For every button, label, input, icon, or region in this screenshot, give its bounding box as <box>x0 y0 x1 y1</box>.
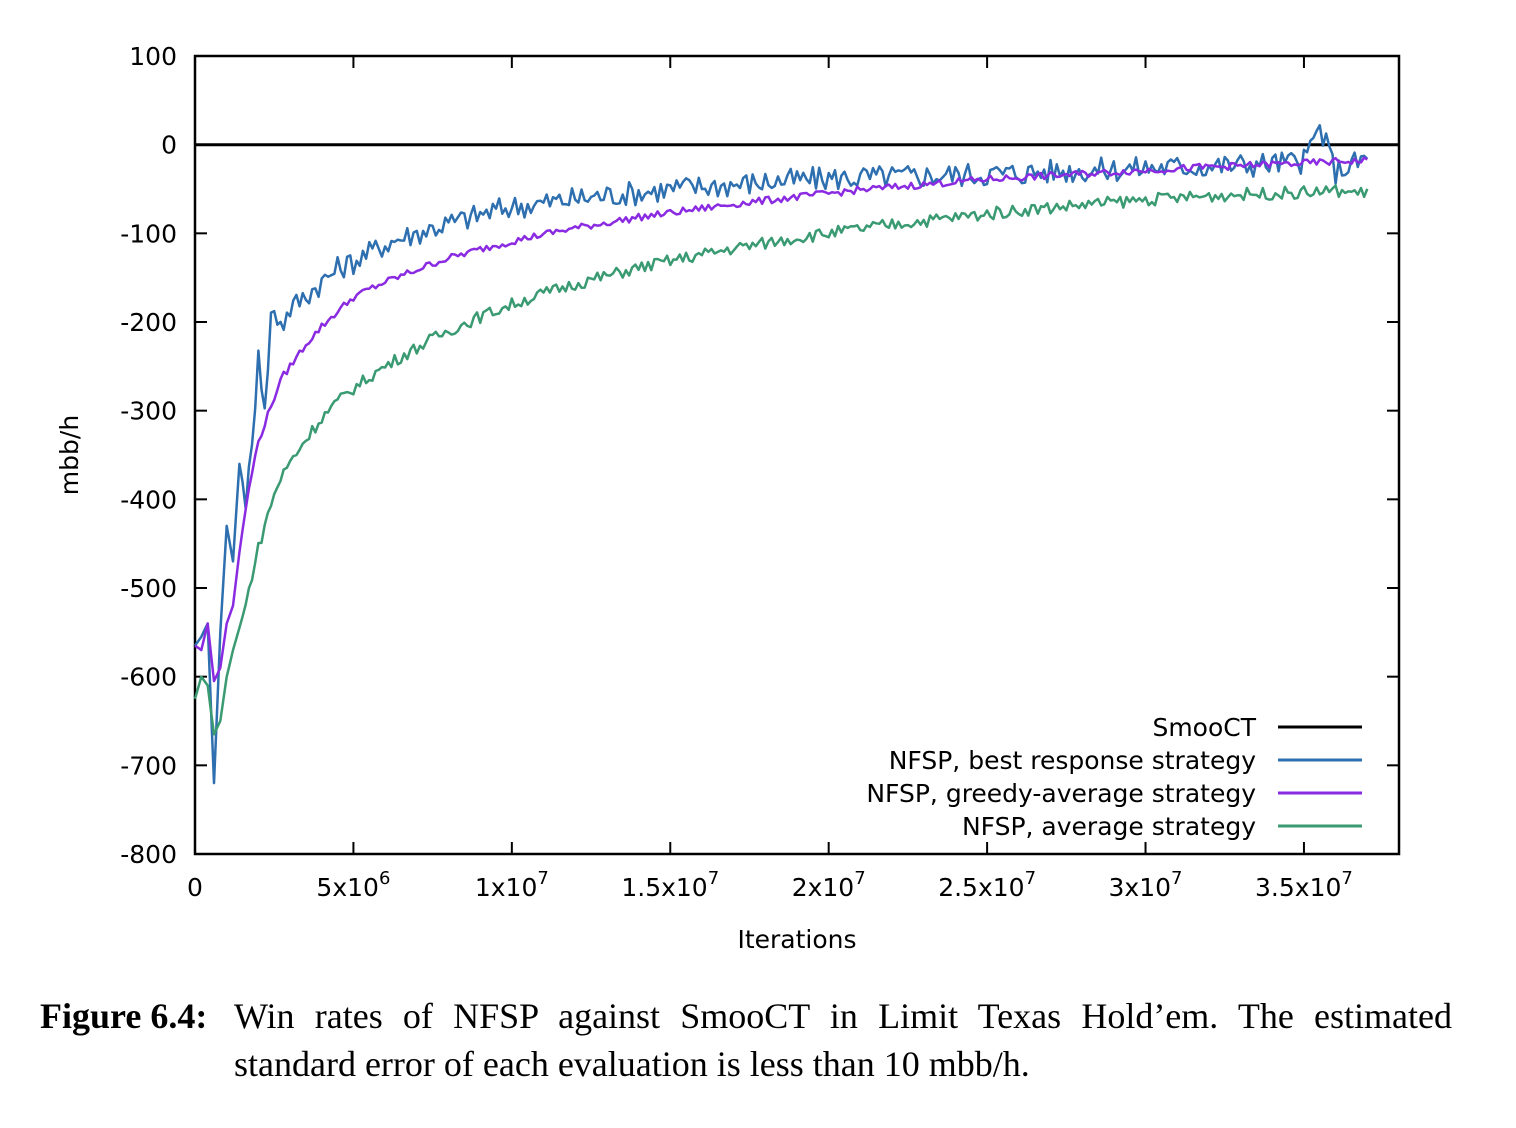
y-tick-label: -100 <box>120 219 177 248</box>
series-line-1 <box>193 124 1369 785</box>
chart-container: 100 0 -100 -200 -300 -400 -500 -600 -700 -800 0 5x1… <box>55 42 1401 954</box>
y-tick-label: -400 <box>120 485 177 514</box>
legend-label-3: NFSP, average strategy <box>962 812 1256 841</box>
series-line-3 <box>193 184 1369 736</box>
plot-frame <box>193 54 1401 856</box>
x-tick-label: 1.5x107 <box>621 868 719 902</box>
legend-label-2: NFSP, greedy-average strategy <box>866 779 1256 808</box>
x-tick-label: 2.5x107 <box>938 868 1036 902</box>
y-tick-label: -500 <box>120 574 177 603</box>
x-axis-label: Iterations <box>737 925 856 954</box>
y-tick-label: 100 <box>129 42 177 71</box>
legend-label-1: NFSP, best response strategy <box>889 746 1256 775</box>
x-tick-label: 2x107 <box>792 868 866 902</box>
x-tick-label: 3.5x107 <box>1255 868 1353 902</box>
x-tick-label: 5x106 <box>316 868 390 902</box>
y-tick-label: -200 <box>120 308 177 337</box>
y-tick-label: 0 <box>161 131 177 160</box>
y-tick-label: -700 <box>120 751 177 780</box>
x-tick-label: 0 <box>187 873 203 902</box>
y-tick-label: -800 <box>120 840 177 869</box>
y-tick-label: -300 <box>120 397 177 426</box>
caption-label: Figure 6.4: <box>40 996 208 1036</box>
series-line-2 <box>194 156 1368 683</box>
caption-text: Win rates of NFSP against SmooCT in Limi… <box>234 996 1452 1084</box>
y-axis-label: mbb/h <box>55 415 84 495</box>
y-tick-label: -600 <box>120 663 177 692</box>
x-tick-label: 3x107 <box>1109 868 1183 902</box>
win-rate-line-chart: 100 0 -100 -200 -300 -400 -500 -600 -700 -800 0 5x1… <box>55 42 1401 954</box>
legend-label-0: SmooCT <box>1152 713 1256 742</box>
x-tick-label: 1x107 <box>475 868 549 902</box>
